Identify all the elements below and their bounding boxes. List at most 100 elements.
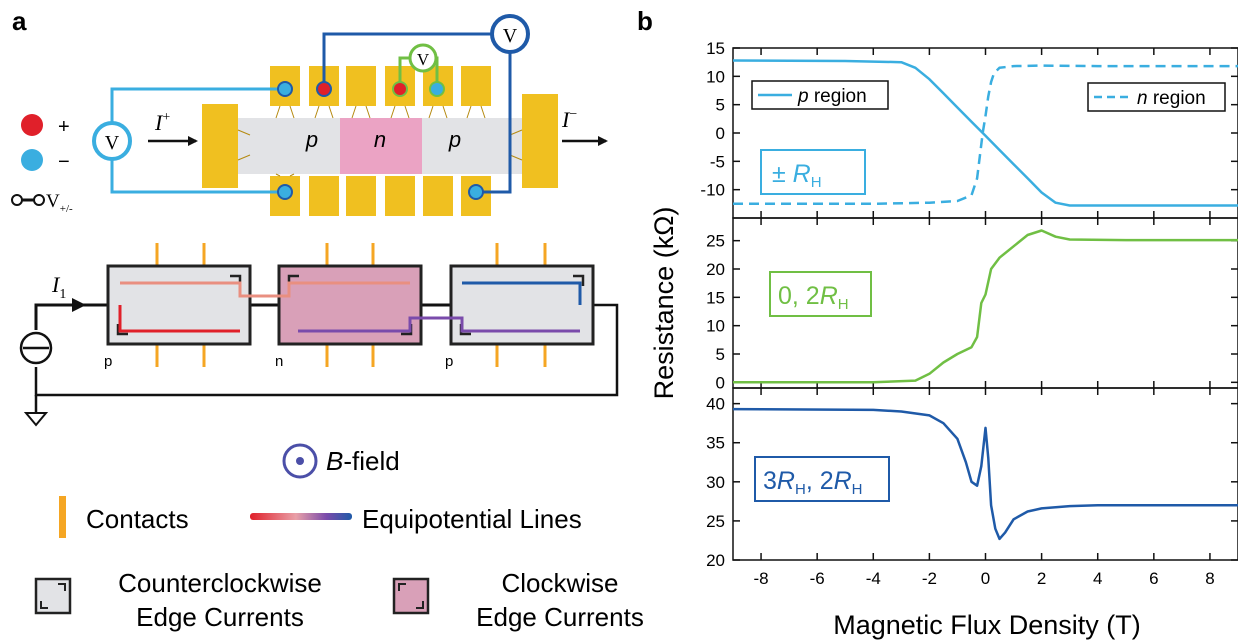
bottom-contacts	[270, 176, 491, 216]
panel-b-label: b	[637, 6, 653, 36]
legend-equipotential: Equipotential Lines	[362, 504, 582, 534]
drain-pad	[522, 94, 558, 188]
circuit-current-arrow-icon	[72, 298, 86, 312]
contact-legend-icon	[59, 496, 66, 538]
circuit-p1-label: p	[104, 353, 112, 370]
voltmeter-icon	[490, 14, 530, 54]
y-tick-label: 20	[706, 551, 725, 570]
pm-rh-label: ± RH	[772, 160, 822, 191]
contact-pad	[309, 176, 339, 216]
voltmeter-label: V	[105, 132, 120, 154]
p-region-legend-text: p region	[797, 86, 867, 107]
probe-dot-icon	[429, 81, 445, 97]
legend-minus: −	[58, 151, 70, 173]
x-tick-label: -4	[866, 569, 881, 588]
voltage-probe-icon	[11, 194, 45, 206]
legend-cw-line1: Clockwise	[501, 568, 618, 598]
x-tick-label: 6	[1149, 569, 1158, 588]
series-line	[733, 229, 1238, 384]
top-contacts	[270, 66, 491, 106]
legend-contacts: Contacts	[86, 504, 189, 534]
contact-fingers	[237, 105, 523, 177]
probe-dot-icon	[316, 81, 332, 97]
n-region-legend-text: n region	[1137, 88, 1206, 109]
y-tick-label: 25	[706, 512, 725, 531]
y-tick-label: -5	[710, 152, 725, 171]
3rh-2rh-label-box	[754, 456, 890, 502]
y-tick-label: 10	[706, 317, 725, 336]
y-tick-label: 15	[706, 39, 725, 58]
series-line	[733, 64, 1238, 206]
zero-2rh-label-box	[769, 271, 872, 317]
schematic-contacts	[155, 243, 547, 367]
circuit-current-label: I1	[51, 272, 66, 302]
voltmeter-label: V	[503, 25, 518, 47]
voltmeter-icon	[408, 43, 438, 73]
b-field-label: B-field	[326, 446, 400, 476]
y-tick-label: 10	[706, 67, 725, 86]
positive-dot-icon	[21, 114, 43, 136]
legend-plus: +	[58, 116, 70, 138]
series-line	[732, 407, 1238, 541]
panel-b: b Resistance (kΩ) Magnetic Flux Density …	[637, 6, 1238, 640]
current-in-label: I+	[154, 110, 170, 135]
y-tick-label: 5	[716, 96, 725, 115]
circuit-n-label: n	[275, 353, 283, 370]
y-tick-label: 30	[706, 473, 725, 492]
y-tick-label: 25	[706, 232, 725, 251]
circuit-schematic: I1 p n	[19, 243, 619, 427]
schematic-equipotential-lines	[118, 281, 582, 333]
voltmeter-label: V	[417, 50, 430, 69]
negative-dot-icon	[21, 149, 43, 171]
x-tick-label: 4	[1093, 569, 1102, 588]
contact-pad	[461, 66, 491, 106]
ground-icon	[23, 412, 49, 427]
x-tick-label: 2	[1037, 569, 1046, 588]
y-tick-label: 5	[716, 345, 725, 364]
y-tick-label: -10	[700, 181, 725, 200]
region-p1-label: p	[305, 127, 318, 152]
measurement-wires	[110, 32, 512, 194]
3rh-2rh-label: 3RH, 2RH	[763, 467, 863, 498]
x-tick-label: -6	[810, 569, 825, 588]
legend-cw-line2: Edge Currents	[476, 602, 644, 632]
contact-pad	[385, 176, 415, 216]
y-tick-label: 0	[716, 124, 725, 143]
zero-2rh-label: 0, 2RH	[778, 282, 849, 313]
region-n-label: n	[374, 127, 386, 152]
x-tick-label: 8	[1205, 569, 1214, 588]
y-axis-label: Resistance (kΩ)	[649, 207, 679, 400]
probe-dot-icon	[277, 184, 293, 200]
voltmeter-icon	[92, 121, 132, 161]
source-pad	[202, 104, 238, 188]
y-tick-label: 40	[706, 395, 725, 414]
contact-pad	[423, 176, 453, 216]
x-axis-label: Magnetic Flux Density (T)	[833, 610, 1141, 640]
panel-a: a + − V+/- p n p	[11, 6, 644, 632]
equipotential-legend-icon	[250, 513, 352, 520]
probe-dot-icon	[277, 81, 293, 97]
y-tick-label: 20	[706, 260, 725, 279]
probe-dot-icon	[468, 184, 484, 200]
n-region	[340, 118, 422, 174]
circuit-p2-label: p	[445, 353, 453, 370]
pm-rh-label-box	[760, 149, 866, 195]
x-tick-label: -2	[922, 569, 937, 588]
contact-pad	[346, 176, 376, 216]
region-p2-label: p	[448, 127, 461, 152]
legend-vpm: V+/-	[46, 191, 73, 215]
y-tick-label: 0	[716, 373, 725, 392]
current-out-label: I−	[561, 107, 577, 132]
contact-pad	[346, 66, 376, 106]
probe-dot-icon	[392, 81, 408, 97]
legend-ccw-line1: Counterclockwise	[118, 568, 322, 598]
panel-a-label: a	[12, 6, 27, 36]
x-tick-label: -8	[753, 569, 768, 588]
x-tick-label: 0	[981, 569, 990, 588]
y-tick-label: 15	[706, 288, 725, 307]
y-tick-label: 35	[706, 434, 725, 453]
series-line	[732, 59, 1238, 207]
legend-ccw-line2: Edge Currents	[136, 602, 304, 632]
